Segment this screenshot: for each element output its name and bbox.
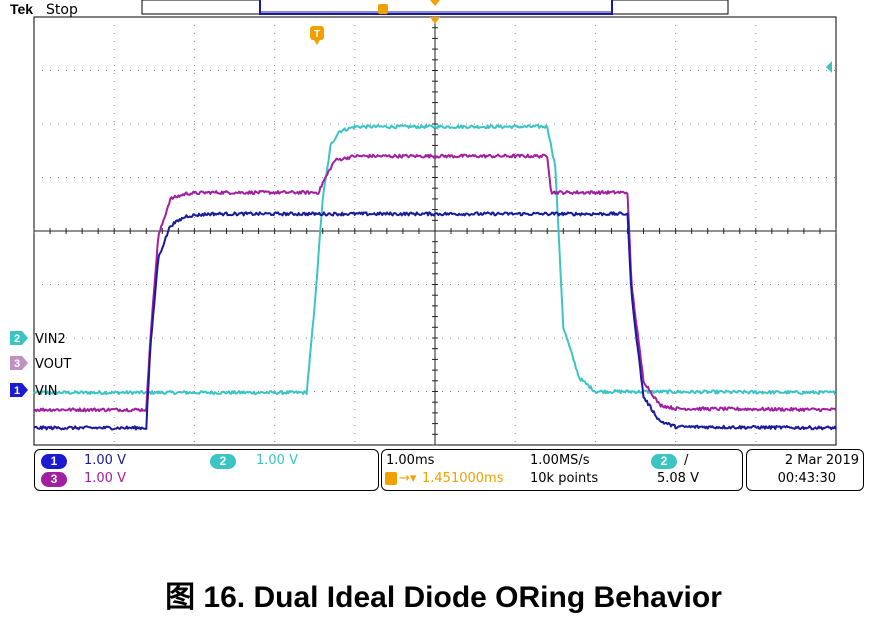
waveform-vout (33, 153, 837, 413)
vin2-label: VIN2 (35, 332, 66, 347)
trigger-delay-arrow-icon: →▾ (399, 471, 417, 486)
vout-label: VOUT (35, 357, 71, 372)
ch3-badge: 3 (41, 472, 67, 487)
ch3-marker: 3 (10, 356, 28, 370)
vin-label: VIN (35, 384, 57, 399)
svg-text:3: 3 (14, 358, 20, 370)
timebase-value: 1.00ms (386, 453, 435, 468)
date-value: 2 Mar 2019 (784, 453, 859, 468)
ch2-marker: 2 (10, 331, 28, 345)
svg-text:1: 1 (14, 385, 20, 397)
acquisition-status-panel: 1.00ms 1.00MS/s →▾ 1.451000ms 10k points… (381, 449, 743, 491)
trigger-position-icon (430, 17, 440, 24)
figure-caption: 图 16. Dual Ideal Diode ORing Behavior (165, 581, 722, 614)
sample-rate-value: 1.00MS/s (530, 453, 590, 468)
trigger-level-value: 5.08 V (657, 471, 699, 486)
rising-edge-icon: / (684, 453, 689, 468)
waveform-traces (33, 124, 837, 431)
channel-status-panel: 1 1.00 V 2 1.00 V 3 1.00 V (34, 449, 379, 491)
trigger-delay-value: 1.451000ms (422, 471, 504, 486)
ch3-scale: 1.00 V (84, 471, 126, 486)
center-marker-icon (430, 0, 440, 6)
svg-text:2: 2 (14, 333, 20, 345)
datetime-panel: 2 Mar 2019 00:43:30 (746, 449, 864, 491)
svg-text:T: T (314, 29, 320, 40)
trigger-level-icon (826, 61, 832, 73)
ch1-badge: 1 (41, 454, 67, 469)
trigger-marker: T (310, 26, 324, 45)
ch1-marker: 1 (10, 383, 28, 397)
run-state-label: Stop (46, 2, 78, 18)
record-viewport (259, 0, 613, 15)
brand-label: Tek (10, 1, 33, 17)
waveform-vin (33, 211, 837, 431)
trigger-delay-icon (385, 472, 397, 485)
ch2-badge: 2 (210, 454, 236, 469)
record-length-value: 10k points (530, 471, 599, 486)
time-value: 00:43:30 (777, 471, 836, 486)
waveform-vin2 (33, 124, 837, 396)
record-trigger-icon (378, 4, 388, 14)
trigger-source-badge: 2 (651, 454, 677, 469)
ch1-scale: 1.00 V (84, 453, 126, 468)
ch2-scale: 1.00 V (256, 453, 298, 468)
